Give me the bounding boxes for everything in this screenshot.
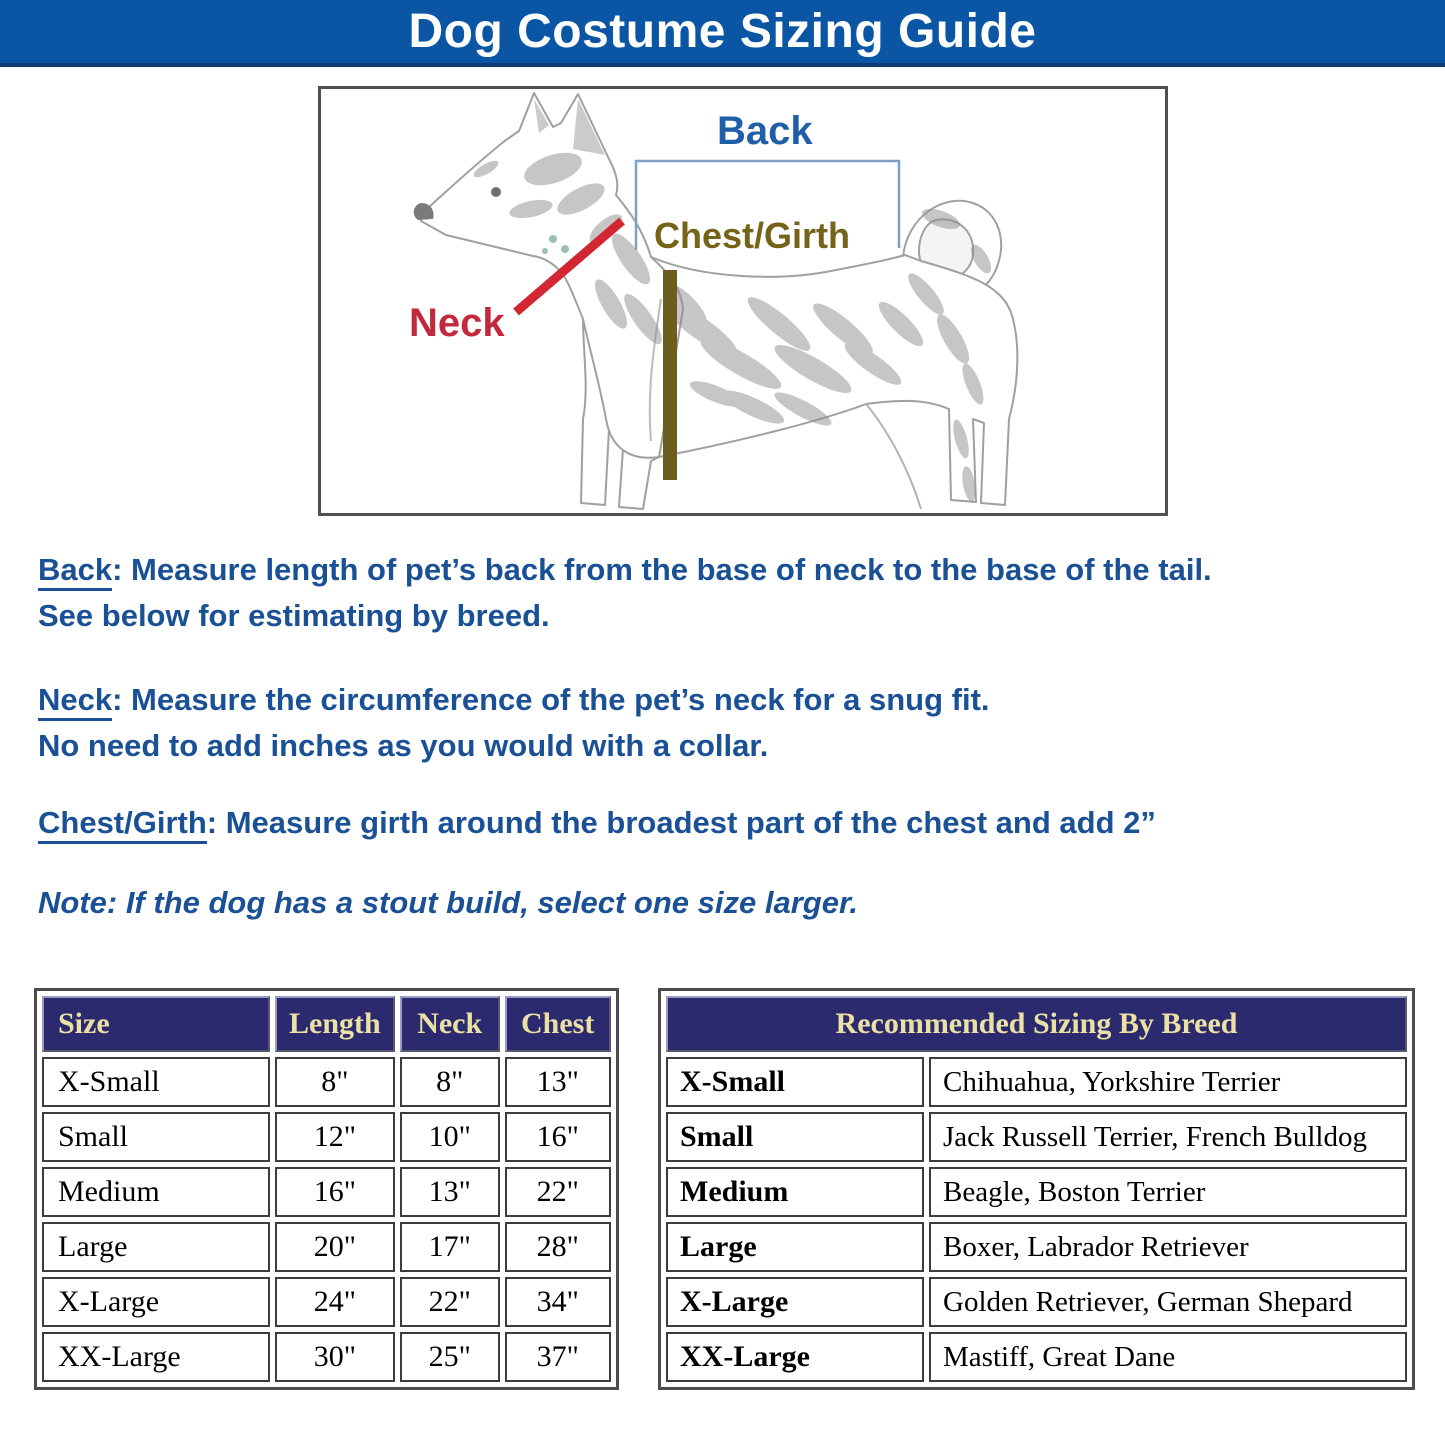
breed-table-header: Recommended Sizing By Breed xyxy=(666,996,1407,1052)
neck-measure-line xyxy=(513,217,625,316)
chest-measure-bar xyxy=(663,270,677,480)
table-row: X-Large 24" 22" 34" xyxy=(42,1277,611,1327)
instruction-back: Back: Measure length of pet’s back from … xyxy=(38,547,1418,639)
table-row: Large 20" 17" 28" xyxy=(42,1222,611,1272)
size-table-header-row: Size Length Neck Chest xyxy=(42,996,611,1052)
table-row: Small 12" 10" 16" xyxy=(42,1112,611,1162)
table-row: X-Small Chihuahua, Yorkshire Terrier xyxy=(666,1057,1407,1107)
table-row: X-Small 8" 8" 13" xyxy=(42,1057,611,1107)
dog-collar-dots xyxy=(542,235,569,254)
dog-eye xyxy=(491,187,501,197)
length-column-header: Length xyxy=(275,996,395,1052)
table-row: Small Jack Russell Terrier, French Bulld… xyxy=(666,1112,1407,1162)
size-measurements-table: Size Length Neck Chest X-Small 8" 8" 13"… xyxy=(34,988,619,1390)
instruction-back-line2: See below for estimating by breed. xyxy=(38,598,550,633)
note-text: Note: If the dog has a stout build, sele… xyxy=(38,885,858,920)
table-row: XX-Large Mastiff, Great Dane xyxy=(666,1332,1407,1382)
breed-table-header-row: Recommended Sizing By Breed xyxy=(666,996,1407,1052)
table-row: Medium Beagle, Boston Terrier xyxy=(666,1167,1407,1217)
table-row: Medium 16" 13" 22" xyxy=(42,1167,611,1217)
instruction-chest-term: Chest/Girth xyxy=(38,805,207,844)
instruction-neck-term: Neck xyxy=(38,682,113,721)
table-row: X-Large Golden Retriever, German Shepard xyxy=(666,1277,1407,1327)
header-bar: Dog Costume Sizing Guide xyxy=(0,0,1445,67)
instruction-chest: Chest/Girth: Measure girth around the br… xyxy=(38,800,1418,846)
dog-brindle-patches xyxy=(473,99,992,502)
neck-column-header: Neck xyxy=(399,996,500,1052)
chest-column-header: Chest xyxy=(504,996,611,1052)
instruction-back-text: : Measure length of pet’s back from the … xyxy=(112,552,1212,587)
dog-illustration xyxy=(413,92,1019,510)
instruction-chest-text: : Measure girth around the broadest part… xyxy=(206,805,1156,840)
back-measurement-label: Back xyxy=(717,109,813,153)
neck-measurement-label: Neck xyxy=(409,301,505,345)
breed-recommendation-table: Recommended Sizing By Breed X-Small Chih… xyxy=(658,988,1415,1390)
dog-nose xyxy=(413,203,434,220)
instruction-neck-text: : Measure the circumference of the pet’s… xyxy=(112,682,990,717)
dog-diagram-box: Back Chest/Girth Neck xyxy=(318,86,1168,516)
table-row: Large Boxer, Labrador Retriever xyxy=(666,1222,1407,1272)
size-column-header: Size xyxy=(42,996,270,1052)
table-row: XX-Large 30" 25" 37" xyxy=(42,1332,611,1382)
page-title: Dog Costume Sizing Guide xyxy=(408,5,1037,58)
instruction-neck: Neck: Measure the circumference of the p… xyxy=(38,677,1418,769)
instruction-back-term: Back xyxy=(38,552,113,591)
back-measure-bracket xyxy=(634,159,901,250)
chest-girth-measurement-label: Chest/Girth xyxy=(654,215,851,256)
instruction-neck-line2: No need to add inches as you would with … xyxy=(38,728,769,763)
